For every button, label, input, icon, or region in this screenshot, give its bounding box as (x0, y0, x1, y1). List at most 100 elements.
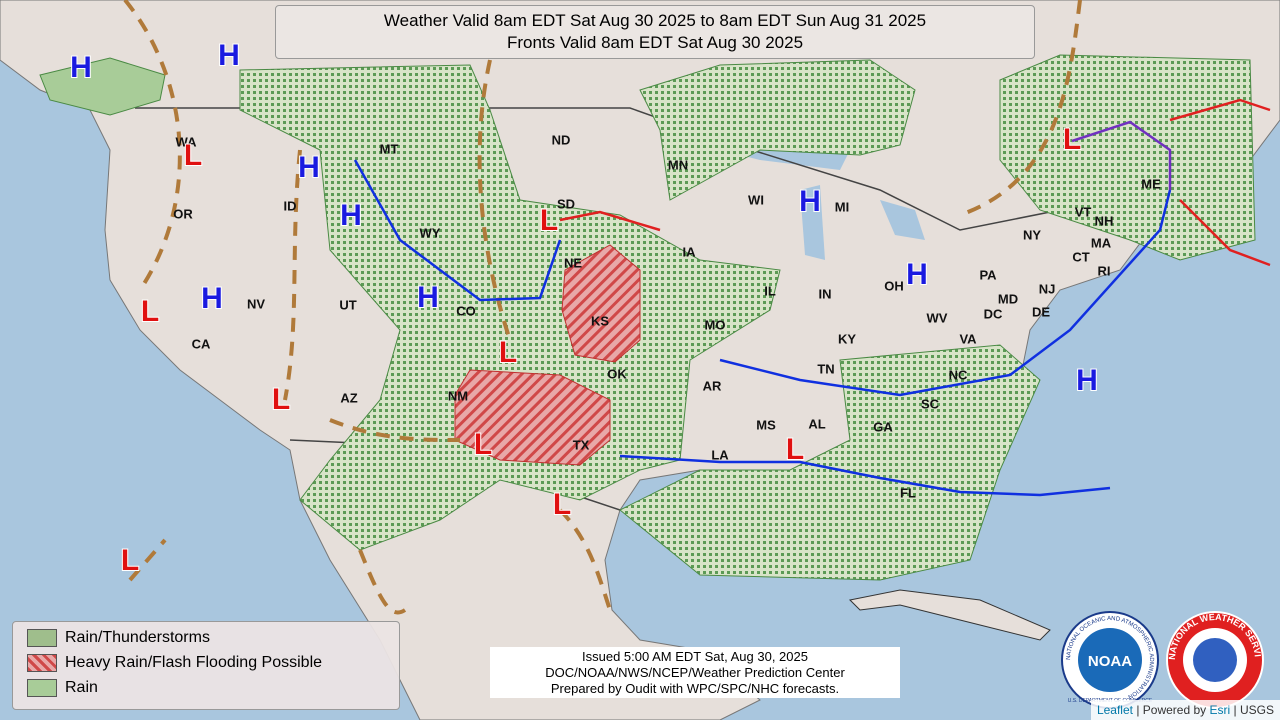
state-label: NM (448, 388, 468, 403)
state-label: KS (591, 313, 609, 328)
state-label: RI (1098, 263, 1111, 278)
state-label: CO (456, 303, 476, 318)
high-pressure: H (906, 258, 928, 291)
cold-front (353, 159, 562, 302)
state-label: SD (557, 196, 575, 211)
trough (477, 59, 512, 341)
state-label: AL (808, 416, 825, 431)
state-label: MI (835, 199, 849, 214)
rain-thunderstorms-area (639, 59, 916, 201)
state-label: SC (921, 396, 940, 411)
attribution: Leaflet | Powered by Esri | USGS (1090, 700, 1280, 720)
state-label: AZ (340, 390, 357, 405)
state-label: CA (192, 336, 211, 351)
issued-line: Prepared by Oudit with WPC/SPC/NHC forec… (550, 681, 840, 696)
low-pressure: L (474, 428, 492, 461)
high-pressure: H (340, 199, 362, 232)
trough (558, 508, 612, 611)
state-label: NY (1023, 227, 1041, 242)
high-pressure: H (799, 185, 821, 218)
state-label: MT (380, 141, 399, 156)
low-pressure: L (786, 433, 804, 466)
state-label: MS (756, 417, 776, 432)
state-label: GA (873, 419, 893, 434)
legend-swatch (27, 629, 57, 647)
issued-box: Issued 5:00 AM EDT Sat, Aug 30, 2025 DOC… (490, 647, 900, 698)
noaa-text: NOAA (1088, 653, 1132, 670)
state-label: KY (838, 331, 856, 346)
occluded-front (1071, 120, 1172, 190)
stationary-front (619, 454, 1111, 497)
state-label: UT (339, 297, 356, 312)
legend-label: Rain (65, 679, 98, 696)
trough (358, 549, 407, 615)
esri-link[interactable]: Esri (1209, 703, 1231, 717)
state-label: IA (683, 244, 697, 259)
state-label: DC (984, 306, 1003, 321)
warm-front (559, 210, 661, 232)
low-pressure: L (540, 204, 558, 237)
legend: Rain/Thunderstorms Heavy Rain/Flash Floo… (12, 621, 400, 710)
trough (283, 149, 302, 401)
state-label: PA (979, 267, 997, 282)
legend-swatch (27, 679, 57, 697)
low-pressure: L (553, 488, 571, 521)
state-label: VT (1075, 204, 1092, 219)
flood-area (454, 369, 611, 466)
state-label: ID (284, 198, 297, 213)
trough (123, 0, 182, 292)
high-pressure: H (298, 151, 320, 184)
nws-logo-core (1193, 638, 1237, 682)
state-label: LA (711, 447, 729, 462)
legend-label: Rain/Thunderstorms (65, 629, 210, 646)
high-pressure: H (417, 281, 439, 314)
high-pressure: H (1076, 364, 1098, 397)
state-label: WA (176, 134, 198, 149)
great-lakes (880, 200, 925, 240)
state-label: WY (420, 225, 441, 240)
rain-thunderstorms-area (999, 54, 1256, 261)
state-label: WV (927, 310, 948, 325)
usgs: USGS (1239, 703, 1274, 717)
legend-label: Heavy Rain/Flash Flooding Possible (65, 654, 323, 671)
state-label: DE (1032, 304, 1050, 319)
state-label: WI (748, 192, 764, 207)
legend-swatch (27, 654, 57, 672)
state-label: NC (949, 367, 968, 382)
labels: WA OR ID MT WY NV UT CA AZ CO NM ND SD NE KS OK TX MN IA MO… (69, 38, 1161, 578)
state-label: ND (552, 132, 571, 147)
state-label: VA (959, 331, 977, 346)
low-pressure: L (121, 544, 139, 577)
state-label: MO (705, 317, 726, 332)
noaa-logo-inner (1078, 628, 1142, 692)
state-label: NV (247, 296, 265, 311)
state-label: NE (564, 255, 582, 270)
warm-front (1169, 98, 1271, 122)
rain-thunderstorms-area (619, 344, 1041, 581)
state-label: IN (819, 286, 832, 301)
state-label: NJ (1039, 281, 1056, 296)
low-pressure: L (141, 295, 159, 328)
rain-area (39, 57, 166, 116)
leaflet-link[interactable]: Leaflet (1096, 703, 1133, 717)
separator: | (1233, 703, 1237, 717)
state-label: AR (703, 378, 722, 393)
great-lakes (800, 185, 825, 260)
warm-front (1179, 199, 1271, 267)
high-pressure: H (201, 282, 223, 315)
troughs (123, 0, 1082, 615)
issued-line: Issued 5:00 AM EDT Sat, Aug 30, 2025 (582, 649, 808, 664)
title-line: Weather Valid 8am EDT Sat Aug 30 2025 to… (383, 11, 927, 30)
state-label: CT (1072, 249, 1089, 264)
high-pressure: H (218, 39, 240, 72)
rain-thunderstorms-area (239, 64, 781, 551)
title-line: Fronts Valid 8am EDT Sat Aug 30 2025 (506, 33, 804, 52)
high-pressure: H (70, 51, 92, 84)
low-pressure: L (1063, 123, 1081, 156)
legend-item: Rain/Thunderstorms (27, 628, 210, 648)
legend-item: Heavy Rain/Flash Flooding Possible (27, 653, 322, 673)
state-label: MD (998, 291, 1018, 306)
low-pressure: L (272, 383, 290, 416)
